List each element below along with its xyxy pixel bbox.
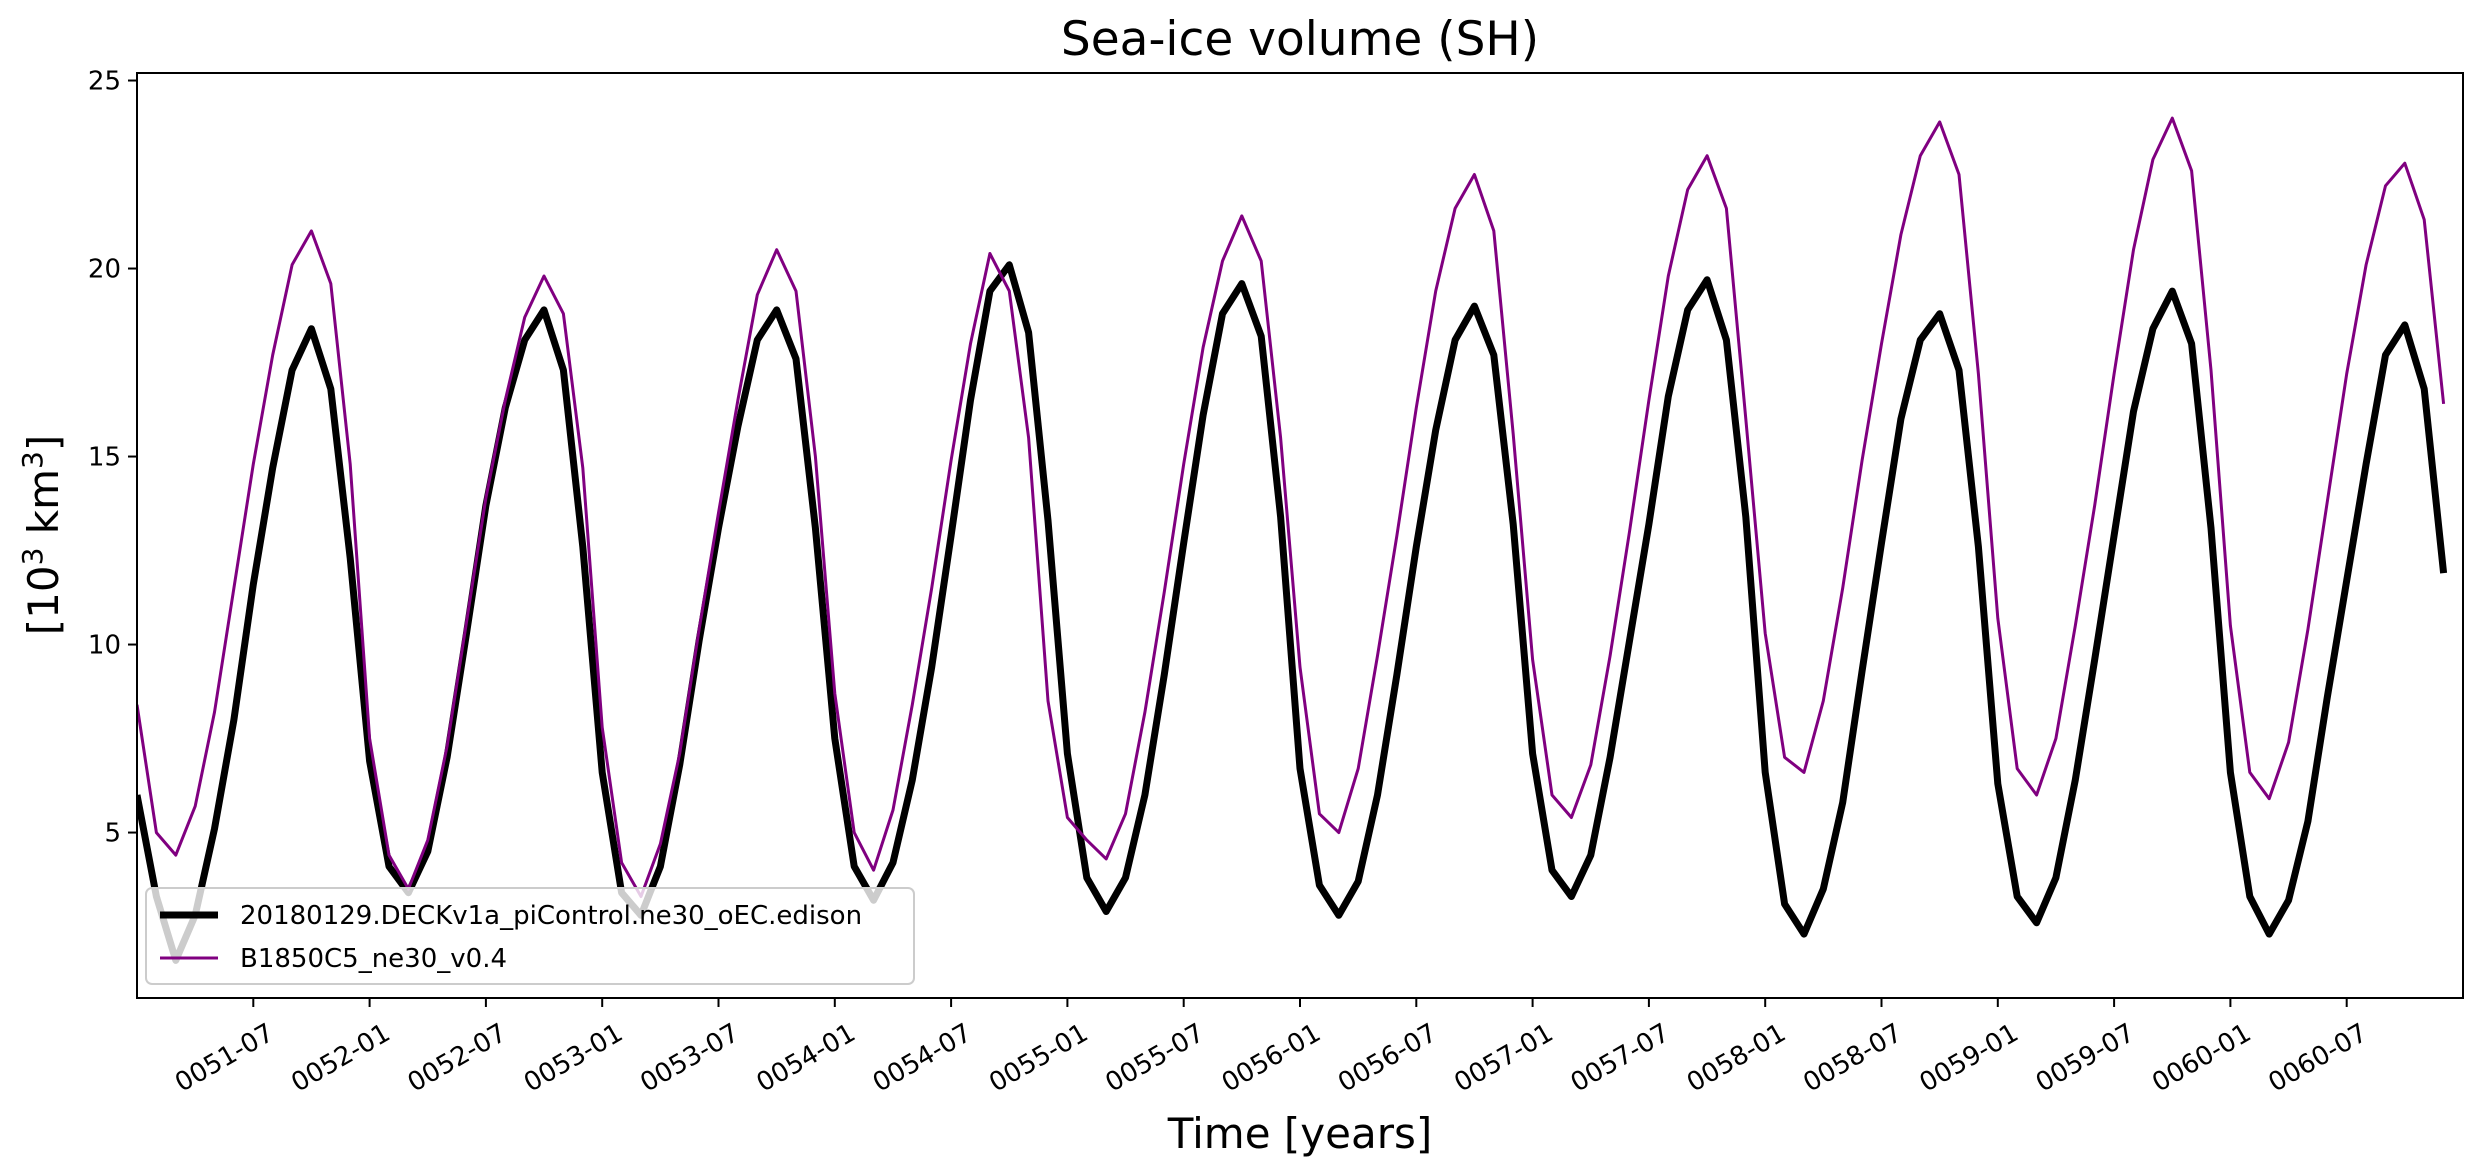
x-tick-label: 0055-07: [1101, 1018, 1210, 1098]
y-tick-label: 5: [104, 819, 121, 849]
x-tick-label: 0057-07: [1566, 1018, 1675, 1098]
x-tick-label: 0059-07: [2031, 1018, 2140, 1098]
x-tick-label: 0052-01: [286, 1018, 395, 1098]
series-line-2: [137, 116, 2446, 898]
legend-label-series-1: 20180129.DECKv1a_piControl.ne30_oEC.edis…: [240, 901, 862, 931]
x-tick-label: 0052-07: [403, 1018, 512, 1098]
y-tick-label: 20: [88, 255, 121, 285]
y-tick-label: 10: [88, 631, 121, 661]
x-tick-label: 0060-01: [2147, 1018, 2256, 1098]
y-tick-label: 15: [88, 443, 121, 473]
x-tick-label: 0051-07: [170, 1018, 279, 1098]
y-axis: 5 10 15 20 25: [88, 67, 137, 849]
x-axis: 0051-07 0052-01 0052-07 0053-01 0053-07 0054-…: [170, 998, 2373, 1098]
series-line-1: [137, 261, 2448, 964]
x-tick-label: 0058-01: [1682, 1018, 1791, 1098]
legend-box: [145, 887, 915, 985]
x-tick-label: 0058-07: [1798, 1018, 1907, 1098]
x-tick-label: 0056-07: [1333, 1018, 1442, 1098]
legend-label-series-2: B1850C5_ne30_v0.4: [240, 944, 507, 974]
x-tick-label: 0059-01: [1915, 1018, 2024, 1098]
x-tick-label: 0060-07: [2264, 1018, 2373, 1098]
legend: 20180129.DECKv1a_piControl.ne30_oEC.edis…: [145, 887, 915, 985]
y-tick-label: 25: [88, 67, 121, 97]
x-tick-label: 0055-01: [984, 1018, 1093, 1098]
chart-title: Sea-ice volume (SH): [1061, 12, 1539, 67]
x-tick-label: 0054-01: [752, 1018, 861, 1098]
x-tick-label: 0053-07: [635, 1018, 744, 1098]
x-axis-label: Time [years]: [1167, 1109, 1433, 1158]
plot-area: [137, 116, 2448, 964]
x-tick-label: 0056-01: [1217, 1018, 1326, 1098]
x-tick-label: 0054-07: [868, 1018, 977, 1098]
y-axis-label: [103 km3]: [16, 435, 68, 635]
x-tick-label: 0053-01: [519, 1018, 628, 1098]
x-tick-label: 0057-01: [1449, 1018, 1558, 1098]
